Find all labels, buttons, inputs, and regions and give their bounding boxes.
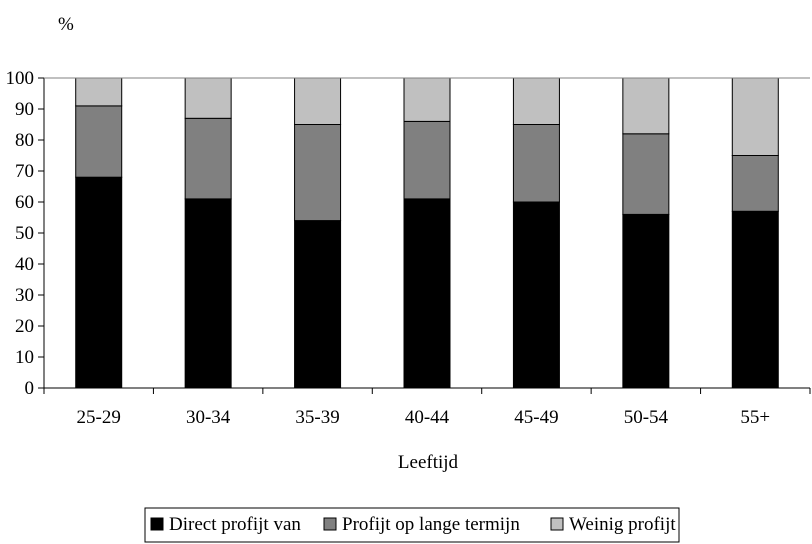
bar-segment-2-55+ [731,155,779,212]
x-tick-label: 25-29 [77,407,121,428]
bar-segment-1-25-29 [75,176,123,389]
y-tick-label: 50 [15,223,34,244]
axes [43,77,810,389]
y-axis-title: % [58,14,74,35]
bar-segment-3-30-34 [184,77,232,119]
bar-segment-3-40-44 [403,77,451,122]
bar-segment-3-25-29 [75,77,123,107]
bar-segment-3-35-39 [294,77,342,125]
x-tick-label: 30-34 [186,407,231,428]
y-axis-ticks: 0 10 20 30 40 50 60 70 80 90 100 [6,68,44,399]
legend-label-2: Profijt op lange termijn [342,514,520,535]
bars [75,77,779,389]
bar-segment-3-50-54 [622,77,670,135]
bar-segment-2-25-29 [75,105,123,178]
x-axis-title: Leeftijd [398,452,459,473]
bar-segment-3-45-49 [512,77,560,125]
y-tick-label: 90 [15,99,34,120]
bar-segment-1-30-34 [184,198,232,389]
legend: Direct profijt van Profijt op lange termi… [144,507,680,543]
bar-segment-2-50-54 [622,133,670,215]
x-tick-label: 35-39 [295,407,339,428]
x-tick-label: 40-44 [405,407,450,428]
y-tick-label: 10 [15,347,34,368]
bar-segment-2-40-44 [403,120,451,200]
y-tick-label: 60 [15,192,34,213]
legend-label-3: Weinig profijt [569,514,676,535]
bar-segment-2-45-49 [512,124,560,203]
bar-segment-2-30-34 [184,117,232,200]
legend-label-1: Direct profijt van [169,514,301,535]
bar-segment-1-35-39 [294,220,342,389]
legend-box [144,507,680,543]
y-tick-label: 100 [6,68,35,89]
x-tick-label: 45-49 [514,407,558,428]
x-tick-label: 50-54 [624,407,669,428]
y-tick-label: 0 [25,378,35,399]
legend-swatch-3 [550,517,564,531]
bar-segment-1-45-49 [512,201,560,389]
y-tick-label: 70 [15,161,34,182]
bar-segment-2-35-39 [294,124,342,222]
bar-segment-3-55+ [731,77,779,156]
bar-segment-1-40-44 [403,198,451,389]
x-axis-ticks: 25-29 30-34 35-39 40-44 45-49 50-54 55+ [43,388,811,428]
y-tick-label: 20 [15,316,34,337]
y-tick-label: 80 [15,130,34,151]
y-tick-label: 40 [15,254,34,275]
y-tick-label: 30 [15,285,34,306]
bar-segment-1-55+ [731,210,779,389]
bar-segment-1-50-54 [622,213,670,389]
x-tick-label: 55+ [740,407,770,428]
legend-swatch-1 [150,517,164,531]
legend-swatch-2 [323,517,337,531]
